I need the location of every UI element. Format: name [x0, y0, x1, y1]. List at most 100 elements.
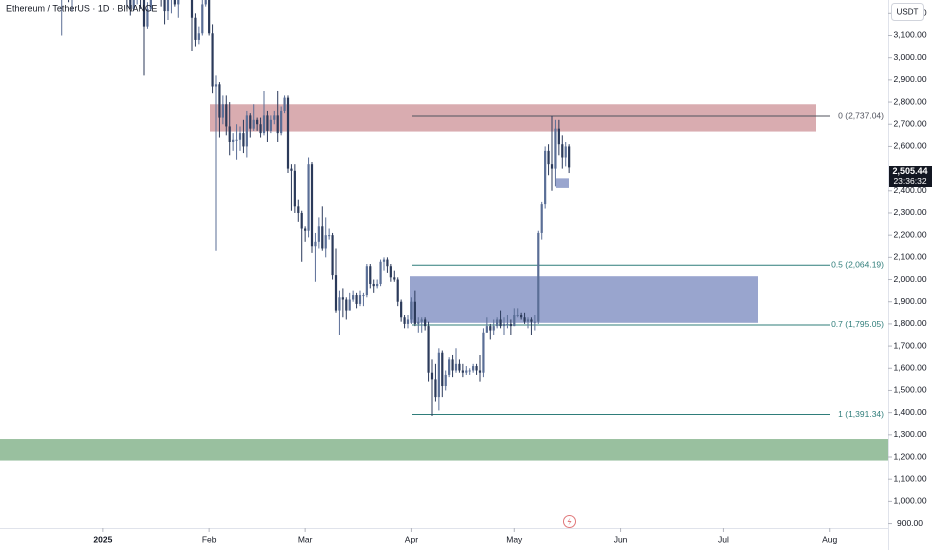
candle-body [475, 366, 478, 371]
candle-body [225, 104, 228, 127]
candle-body [434, 379, 437, 398]
time-axis: 2025 Feb Mar Apr May Jun Jul Aug [93, 528, 838, 544]
candle-body [485, 326, 488, 333]
candle-body [554, 128, 557, 169]
candle-body [557, 128, 560, 145]
price-zone [556, 178, 569, 188]
candle-body [280, 110, 283, 134]
currency-button-label[interactable]: USDT [897, 8, 919, 17]
events-icon-bolt[interactable] [567, 517, 572, 526]
candle-body [297, 206, 300, 213]
candle-body [568, 146, 571, 168]
candle-body [317, 226, 320, 242]
candle-body [424, 319, 427, 327]
y-tick-label: 2,200.00 [893, 229, 926, 239]
candle-body [348, 299, 351, 311]
y-tick-label: 1,900.00 [893, 296, 926, 306]
candle-body [177, 0, 180, 5]
candle-body [204, 0, 207, 5]
candle-body [235, 139, 238, 141]
candle-body [345, 299, 348, 311]
y-tick-label: 3,100.00 [893, 30, 926, 40]
y-tick-label: 2,600.00 [893, 141, 926, 151]
candle-body [338, 297, 341, 311]
candle-body [561, 144, 564, 158]
candle-body [550, 164, 554, 169]
candle-body [238, 133, 242, 140]
price-axis: 900.00 1,000.00 1,100.00 1,200.00 1,300.00 1,… [888, 8, 927, 528]
candle-body [437, 352, 440, 398]
candle-body [208, 0, 211, 34]
candle-body [190, 0, 194, 18]
candle-body [341, 297, 344, 300]
currency-button-box[interactable] [891, 3, 924, 21]
candle-body [232, 139, 235, 142]
y-tick-label: 900.00 [897, 518, 923, 528]
candle-body [286, 97, 290, 169]
y-tick-label: 2,900.00 [893, 74, 926, 84]
candle-body [283, 97, 286, 111]
candle-body [290, 168, 293, 171]
candle-body [266, 115, 269, 131]
y-tick-label: 1,100.00 [893, 473, 926, 483]
candle-body [400, 301, 403, 318]
candle-body [502, 323, 506, 327]
candle-body [307, 164, 310, 231]
y-tick-label: 3,000.00 [893, 52, 926, 62]
candle-body [406, 319, 410, 324]
x-tick-label: Mar [298, 534, 313, 544]
candle-body [444, 374, 447, 387]
candle-body [334, 275, 338, 311]
candle-body [273, 115, 276, 120]
fib-level-label: 1 (1,391.34) [838, 409, 884, 419]
candle-body [458, 363, 461, 371]
candle-body [516, 315, 519, 317]
x-tick-label: Apr [405, 534, 418, 544]
fib-level-label: 0 (2,737.04) [838, 110, 884, 120]
events-icon[interactable] [563, 515, 576, 528]
y-tick-label: 1,000.00 [893, 496, 926, 506]
candle-body [448, 359, 451, 375]
y-tick-label: 1,600.00 [893, 363, 926, 373]
candle-body [129, 0, 132, 9]
candle-body [362, 295, 365, 297]
fib-level-label: 0.7 (1,795.05) [831, 319, 884, 329]
candle-body [526, 319, 530, 322]
candle-body [530, 319, 533, 322]
candle-body [465, 370, 468, 373]
candle-body [496, 319, 499, 327]
candle-body [314, 241, 317, 247]
candle-body [321, 226, 324, 249]
candle-body [142, 0, 146, 27]
candle-body [410, 301, 413, 320]
candle-body [461, 370, 464, 373]
candle-body [544, 150, 547, 205]
candle-body [146, 8, 149, 27]
candle-body [163, 0, 166, 12]
candle-body [214, 84, 218, 87]
fib-level-label: 0.5 (2,064.19) [831, 260, 884, 270]
candle-body [472, 366, 475, 371]
candle-body [262, 115, 266, 134]
candle-body [430, 372, 434, 380]
candle-body [276, 115, 279, 134]
x-tick-label: Aug [822, 534, 837, 544]
candle-body [382, 259, 386, 262]
candle-body [533, 321, 536, 323]
candle-body [451, 359, 454, 371]
x-tick-label: 2025 [93, 534, 112, 544]
last-price-tag: 2,505.44 23:36:32 [889, 166, 932, 187]
currency-button[interactable]: USDT [891, 3, 924, 21]
y-tick-label: 2,400.00 [893, 185, 926, 195]
x-tick-label: Jul [718, 534, 729, 544]
y-tick-label: 1,500.00 [893, 385, 926, 395]
candle-body [506, 323, 509, 325]
y-tick-label: 1,800.00 [893, 318, 926, 328]
symbol-title: Ethereum / TetherUS · 1D · BINANCE [6, 3, 157, 13]
y-tick-label: 2,300.00 [893, 207, 926, 217]
x-tick-label: May [506, 534, 523, 544]
candle-body [396, 279, 399, 302]
candle-body [328, 235, 331, 237]
